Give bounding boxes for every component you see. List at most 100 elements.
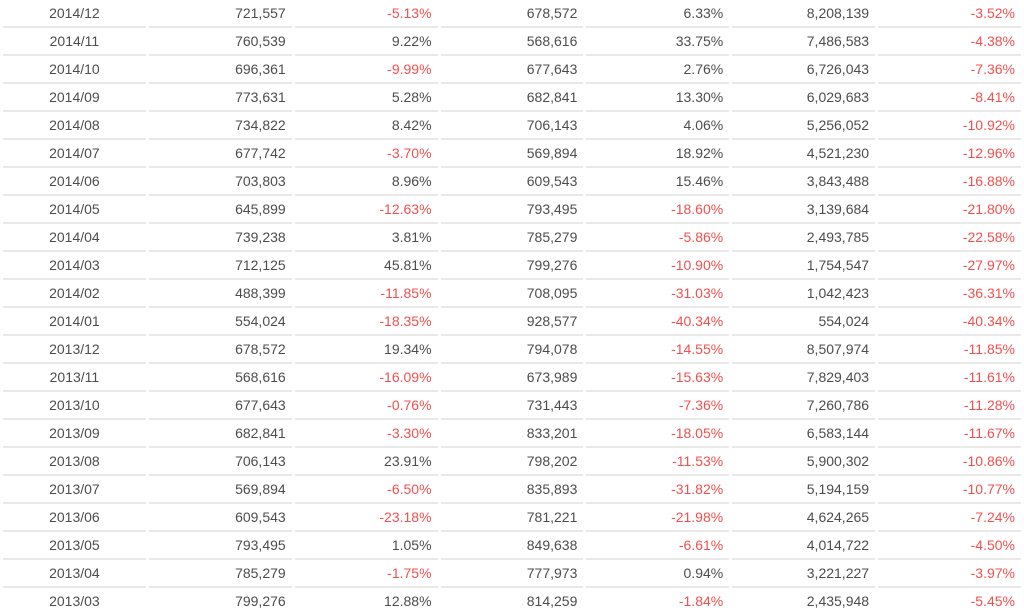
pct2-cell: -11.53% [586,448,730,476]
table-row: 2013/06 609,543 -23.18% 781,221 -21.98% … [3,504,1021,532]
pct2-cell: -31.03% [586,280,730,308]
month-cell: 2013/12 [3,336,146,364]
table-row: 2014/01 554,024 -18.35% 928,577 -40.34% … [3,308,1021,336]
pct1-cell: -16.09% [294,364,438,392]
value1-cell: 488,399 [148,280,292,308]
value3-cell: 5,256,052 [732,112,876,140]
pct1-cell: 12.88% [295,588,438,610]
pct2-cell: -10.90% [586,252,730,280]
value2-cell: 568,616 [440,28,584,56]
month-cell: 2014/02 [3,280,146,308]
table-row: 2013/03 799,276 12.88% 814,259 -1.84% 2,… [3,588,1021,610]
value1-cell: 569,894 [148,476,292,504]
pct2-cell: -18.60% [586,196,730,224]
month-cell: 2013/08 [3,448,146,476]
value2-cell: 708,095 [440,280,584,308]
pct3-cell: -27.97% [878,252,1021,280]
value3-cell: 3,843,488 [732,168,876,196]
value2-cell: 677,643 [440,56,584,84]
value1-cell: 760,539 [148,28,292,56]
value3-cell: 6,726,043 [732,56,876,84]
pct3-cell: -36.31% [878,280,1021,308]
table-row: 2014/07 677,742 -3.70% 569,894 18.92% 4,… [3,140,1021,168]
pct3-cell: -8.41% [878,84,1021,112]
pct1-cell: -5.13% [294,0,438,28]
pct2-cell: 13.30% [586,84,730,112]
value3-cell: 4,624,265 [732,504,876,532]
table-row: 2014/09 773,631 5.28% 682,841 13.30% 6,0… [3,84,1021,112]
table-row: 2014/08 734,822 8.42% 706,143 4.06% 5,25… [3,112,1021,140]
pct2-cell: 2.76% [586,56,730,84]
month-cell: 2013/03 [3,588,146,610]
table-row: 2014/10 696,361 -9.99% 677,643 2.76% 6,7… [3,56,1021,84]
pct1-cell: 23.91% [294,448,438,476]
table-row: 2014/02 488,399 -11.85% 708,095 -31.03% … [3,280,1021,308]
value1-cell: 703,803 [148,168,292,196]
month-cell: 2014/04 [3,224,146,252]
value1-cell: 799,276 [149,588,292,610]
pct3-cell: -22.58% [878,224,1021,252]
pct1-cell: 45.81% [294,252,438,280]
table-row: 2014/04 739,238 3.81% 785,279 -5.86% 2,4… [3,224,1021,252]
value3-cell: 5,900,302 [732,448,876,476]
month-cell: 2013/05 [3,532,146,560]
pct3-cell: -11.28% [878,392,1021,420]
value2-cell: 609,543 [440,168,584,196]
pct2-cell: 4.06% [586,112,730,140]
value1-cell: 677,742 [148,140,292,168]
value1-cell: 677,643 [148,392,292,420]
value1-cell: 678,572 [148,336,292,364]
value2-cell: 731,443 [440,392,584,420]
month-cell: 2014/07 [3,140,146,168]
table-row: 2013/08 706,143 23.91% 798,202 -11.53% 5… [3,448,1021,476]
value1-cell: 712,125 [148,252,292,280]
pct3-cell: -11.85% [878,336,1021,364]
table-row: 2013/12 678,572 19.34% 794,078 -14.55% 8… [3,336,1021,364]
month-cell: 2014/01 [3,308,146,336]
table-row: 2014/12 721,557 -5.13% 678,572 6.33% 8,2… [3,0,1021,28]
value1-cell: 554,024 [148,308,292,336]
pct3-cell: -7.36% [878,56,1021,84]
month-cell: 2013/11 [3,364,146,392]
pct2-cell: 18.92% [586,140,730,168]
pct1-cell: -18.35% [294,308,438,336]
value2-cell: 849,638 [440,532,584,560]
table-row: 2013/10 677,643 -0.76% 731,443 -7.36% 7,… [3,392,1021,420]
pct2-cell: -15.63% [586,364,730,392]
month-cell: 2014/10 [3,56,146,84]
table-row: 2014/05 645,899 -12.63% 793,495 -18.60% … [3,196,1021,224]
month-cell: 2013/07 [3,476,146,504]
value1-cell: 793,495 [148,532,292,560]
pct3-cell: -40.34% [878,308,1021,336]
pct3-cell: -3.52% [878,0,1021,28]
value2-cell: 678,572 [440,0,584,28]
value1-cell: 773,631 [148,84,292,112]
pct2-cell: -6.61% [586,532,730,560]
value3-cell: 4,014,722 [732,532,876,560]
pct3-cell: -7.24% [878,504,1021,532]
pct3-cell: -10.92% [878,112,1021,140]
value3-cell: 1,042,423 [732,280,876,308]
value2-cell: 785,279 [440,224,584,252]
pct1-cell: -9.99% [294,56,438,84]
pct2-cell: -21.98% [586,504,730,532]
value1-cell: 721,557 [148,0,292,28]
month-cell: 2014/11 [3,28,146,56]
pct2-cell: -5.86% [586,224,730,252]
pct1-cell: -12.63% [294,196,438,224]
value2-cell: 793,495 [440,196,584,224]
pct2-cell: 33.75% [586,28,730,56]
value2-cell: 799,276 [440,252,584,280]
pct1-cell: -3.30% [294,420,438,448]
month-cell: 2014/03 [3,252,146,280]
value1-cell: 609,543 [148,504,292,532]
table-body: 2014/12 721,557 -5.13% 678,572 6.33% 8,2… [3,0,1021,610]
pct1-cell: -23.18% [294,504,438,532]
pct2-cell: -31.82% [586,476,730,504]
value2-cell: 673,989 [440,364,584,392]
table-row: 2013/07 569,894 -6.50% 835,893 -31.82% 5… [3,476,1021,504]
table-row: 2014/03 712,125 45.81% 799,276 -10.90% 1… [3,252,1021,280]
value2-cell: 794,078 [440,336,584,364]
pct1-cell: -11.85% [294,280,438,308]
month-cell: 2014/05 [3,196,146,224]
